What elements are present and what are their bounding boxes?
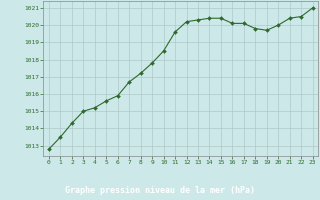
Text: Graphe pression niveau de la mer (hPa): Graphe pression niveau de la mer (hPa) — [65, 186, 255, 195]
